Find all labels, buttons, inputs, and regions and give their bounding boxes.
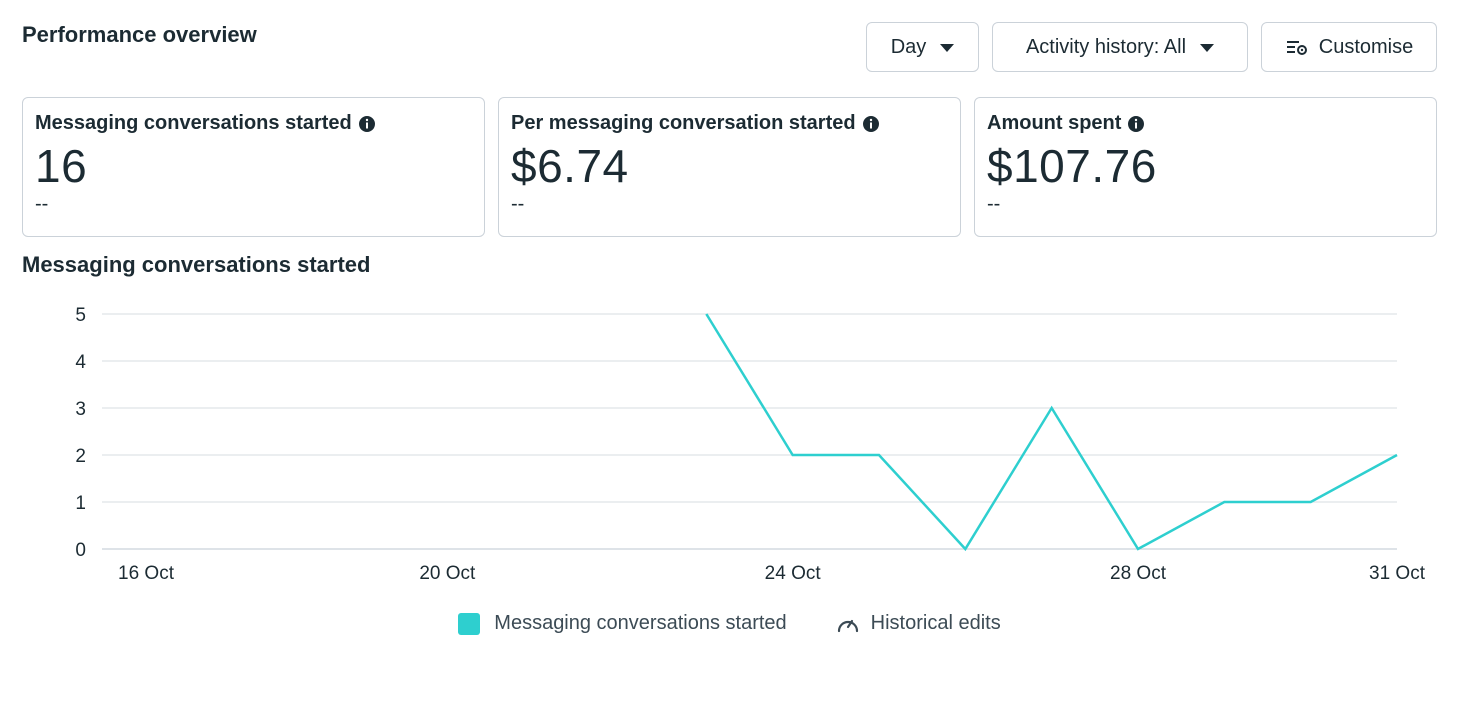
data-point[interactable] (959, 543, 971, 555)
metric-card-label-row: Messaging conversations started (35, 112, 472, 135)
y-tick-label: 1 (75, 493, 86, 514)
activity-history-dropdown[interactable]: Activity history: All (992, 22, 1248, 72)
info-icon[interactable] (862, 115, 880, 133)
metric-value: $6.74 (511, 140, 629, 192)
series-line[interactable] (705, 313, 1398, 552)
activity-history-label: Activity history: All (1025, 35, 1187, 58)
metric-card-amount-spent: Amount spent $107.76 -- (974, 97, 1437, 237)
x-tick-label: 28 Oct (1110, 563, 1167, 584)
x-tick-label: 16 Oct (118, 563, 175, 584)
data-point[interactable] (1046, 402, 1058, 414)
day-dropdown-label: Day (890, 35, 927, 58)
data-point[interactable] (873, 449, 885, 461)
metric-card-label-row: Per messaging conversation started (511, 112, 948, 135)
metric-delta: -- (511, 193, 525, 215)
legend-item-historical-edits[interactable]: Historical edits (835, 612, 1001, 635)
metric-card-conversations: Messaging conversations started 16 -- (22, 97, 485, 237)
info-icon[interactable] (358, 115, 376, 133)
x-tick-label: 24 Oct (765, 563, 822, 584)
chart-title: Messaging conversations started (22, 252, 371, 277)
metric-value: $107.76 (987, 140, 1157, 192)
legend-label: Messaging conversations started (494, 612, 787, 634)
data-point[interactable] (787, 449, 799, 461)
data-point[interactable] (700, 308, 712, 320)
settings-list-icon (1285, 37, 1309, 57)
customise-button[interactable]: Customise (1261, 22, 1437, 72)
y-tick-label: 3 (75, 399, 86, 420)
metric-value: 16 (35, 140, 88, 192)
legend-swatch (458, 612, 481, 635)
x-tick-label: 31 Oct (1369, 563, 1426, 584)
x-tick-label: 20 Oct (419, 563, 476, 584)
metric-card-cost-per-conversation: Per messaging conversation started $6.74… (498, 97, 961, 237)
y-tick-label: 5 (75, 305, 86, 326)
data-point[interactable] (1132, 543, 1144, 555)
legend-label: Historical edits (870, 612, 1001, 634)
customise-label: Customise (1318, 35, 1414, 58)
metric-card-label-row: Amount spent (987, 112, 1424, 135)
day-dropdown[interactable]: Day (866, 22, 979, 72)
page-title: Performance overview (22, 22, 257, 47)
metric-delta: -- (35, 193, 49, 215)
metric-label: Per messaging conversation started (511, 112, 856, 134)
y-tick-label: 4 (75, 352, 86, 373)
metric-label: Amount spent (987, 112, 1122, 134)
gauge-icon (835, 613, 861, 635)
data-point[interactable] (1218, 496, 1230, 508)
data-point[interactable] (1305, 496, 1317, 508)
y-tick-label: 0 (75, 540, 86, 561)
line-chart: 0 1 2 3 4 5 16 Oct 20 Oct 24 Oct 28 Oct 31 Oct (75, 305, 1426, 584)
caret-down-icon (1200, 44, 1215, 52)
data-point[interactable] (1391, 449, 1403, 461)
metric-label: Messaging conversations started (35, 112, 352, 134)
metric-delta: -- (987, 193, 1001, 215)
legend-item-series[interactable]: Messaging conversations started (458, 612, 787, 635)
y-tick-label: 2 (75, 446, 86, 467)
caret-down-icon (940, 44, 955, 52)
chart-legend: Messaging conversations started Historic… (0, 612, 1459, 635)
info-icon[interactable] (1127, 115, 1145, 133)
